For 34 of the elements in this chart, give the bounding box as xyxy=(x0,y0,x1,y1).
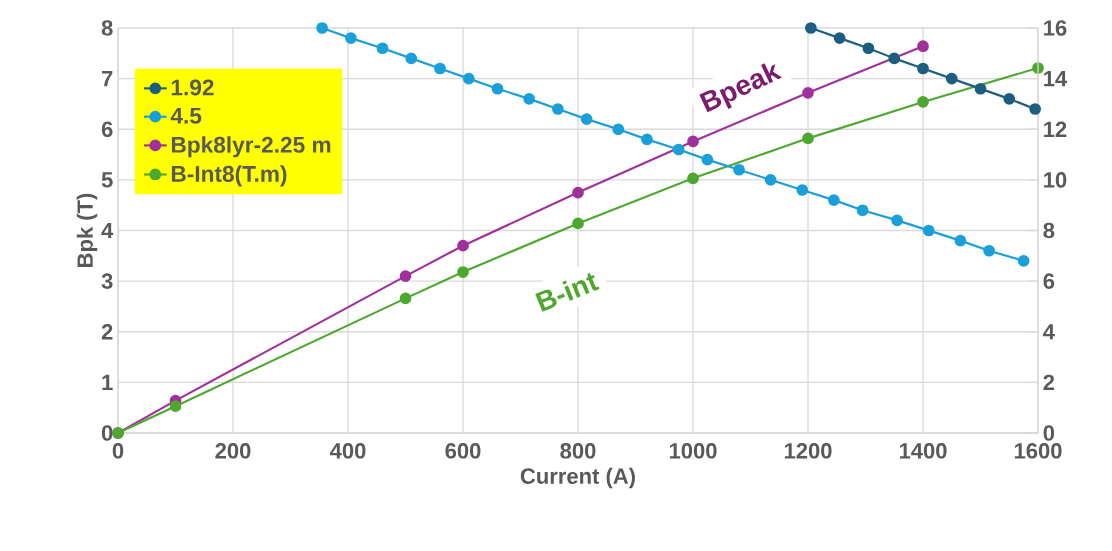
x-tick-label: 1200 xyxy=(784,443,832,459)
y-tick-label: 3 xyxy=(101,273,113,289)
y-tick-label: 4 xyxy=(101,222,114,239)
y-tick-label: 5 xyxy=(101,172,113,188)
y2-tick-label: 0 xyxy=(1043,425,1055,441)
y-axis-title: Bpk (T) xyxy=(76,193,98,267)
y2-tick-label: 10 xyxy=(1044,172,1067,188)
y2-tick-label: 14 xyxy=(1044,71,1068,87)
y2-tick-label: 8 xyxy=(1043,222,1055,239)
x-tick-label: 0 xyxy=(112,443,124,459)
y2-tick-label: 6 xyxy=(1043,273,1055,289)
y-tick-label: 6 xyxy=(101,121,113,138)
annotation: B-int xyxy=(535,272,600,312)
legend-label: 4.5 xyxy=(170,107,202,124)
x-tick-label: 1400 xyxy=(899,443,947,459)
x-tick-label: 1600 xyxy=(1014,443,1062,459)
y-tick-label: 0 xyxy=(101,425,113,441)
x-tick-label: 400 xyxy=(329,443,366,459)
y-tick-label: 7 xyxy=(102,71,113,87)
x-axis-title: Current (A) xyxy=(520,467,635,489)
x-tick-label: 600 xyxy=(445,443,481,459)
legend-label: Bpk8lyr-2.25 m xyxy=(171,136,331,158)
y-tick-label: 2 xyxy=(101,324,113,340)
y-tick-label: 1 xyxy=(102,374,113,390)
x-tick-label: 1000 xyxy=(669,443,717,459)
y-tick-label: 8 xyxy=(101,20,113,36)
y2-tick-label: 16 xyxy=(1044,20,1067,36)
y2-tick-label: 4 xyxy=(1043,324,1055,340)
legend-label: 1.92 xyxy=(171,79,214,96)
x-tick-label: 200 xyxy=(215,443,251,459)
x-tick-label: 800 xyxy=(560,443,596,459)
legend-label: B-Int8(T.m) xyxy=(171,165,287,187)
y2-tick-label: 12 xyxy=(1044,121,1067,137)
y2-tick-label: 2 xyxy=(1043,374,1055,391)
